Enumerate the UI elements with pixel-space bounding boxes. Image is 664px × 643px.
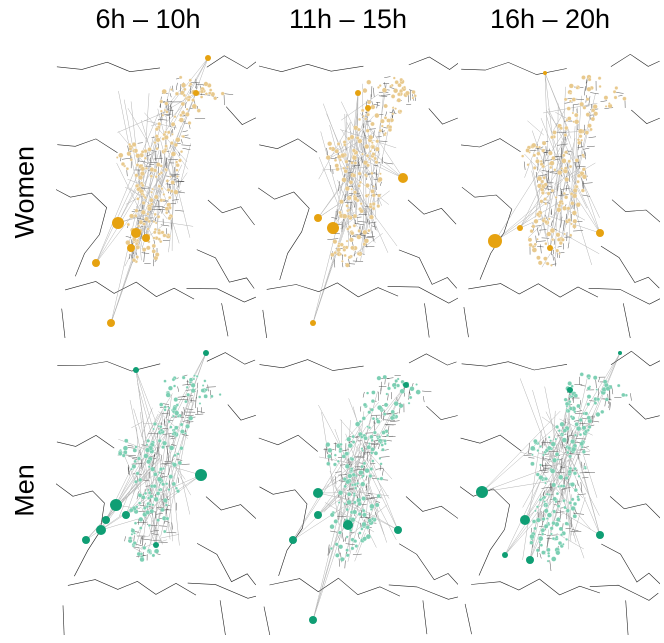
map-men-16h-20h xyxy=(460,350,660,635)
major-flow-nodes xyxy=(289,382,409,624)
major-flow-nodes xyxy=(476,351,622,564)
zone-nodes xyxy=(529,372,628,563)
region-boundaries xyxy=(56,55,256,338)
region-boundaries xyxy=(460,350,660,635)
map-women-11h-15h xyxy=(258,56,458,338)
region-boundaries xyxy=(258,56,458,338)
row-label-women: Women xyxy=(9,145,40,239)
map-men-11h-15h xyxy=(258,353,458,635)
map-panel-women-6h-10h xyxy=(56,48,256,338)
major-flow-nodes xyxy=(92,55,211,327)
zone-nodes xyxy=(325,76,417,268)
major-flow-nodes xyxy=(310,90,408,326)
region-boundaries xyxy=(460,53,660,338)
row-label-men: Men xyxy=(9,464,40,517)
major-flow-nodes xyxy=(488,71,604,251)
map-panel-women-16h-20h xyxy=(460,48,660,338)
flow-lines xyxy=(95,57,209,324)
map-men-6h-10h xyxy=(56,350,256,635)
region-boundaries xyxy=(56,352,256,635)
major-flow-nodes xyxy=(82,350,209,548)
map-panel-men-6h-10h xyxy=(56,345,256,635)
column-title-11h-15h: 11h – 15h xyxy=(288,4,408,34)
map-panel-men-11h-15h xyxy=(258,345,458,635)
map-panel-men-16h-20h xyxy=(460,345,660,635)
region-boundaries xyxy=(258,353,458,635)
map-panel-women-11h-15h xyxy=(258,48,458,338)
city-block-grid xyxy=(325,76,416,268)
flow-lines xyxy=(494,72,601,268)
column-title-16h-20h: 16h – 20h xyxy=(489,4,611,34)
map-women-16h-20h xyxy=(460,53,660,338)
zone-nodes xyxy=(117,374,222,563)
column-title-6h-10h: 6h – 10h xyxy=(95,4,201,34)
map-women-6h-10h xyxy=(56,55,256,338)
zone-nodes xyxy=(521,74,627,267)
